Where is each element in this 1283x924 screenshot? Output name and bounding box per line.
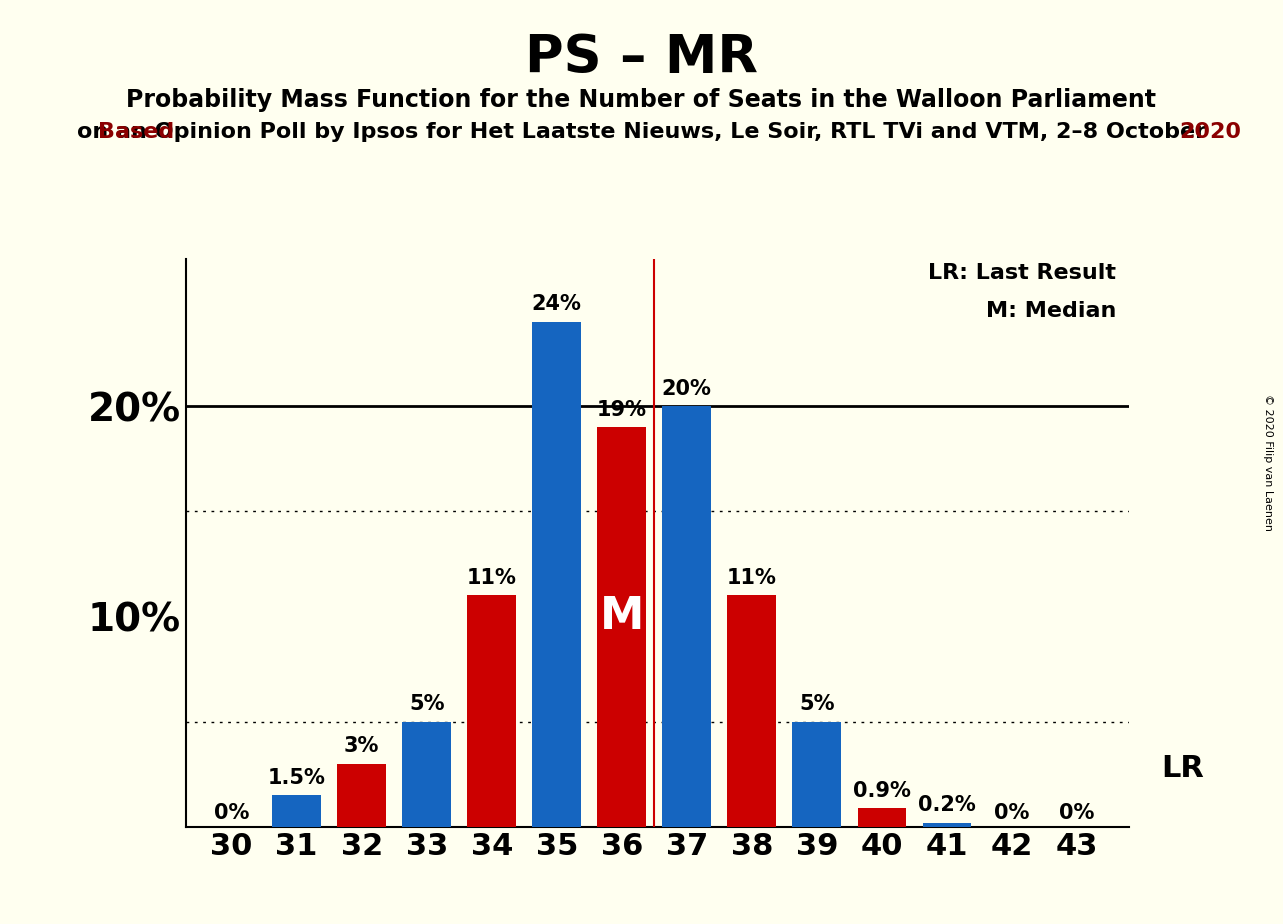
Text: 20%: 20% — [662, 379, 712, 398]
Text: 1.5%: 1.5% — [268, 768, 326, 788]
Text: 0%: 0% — [214, 803, 249, 822]
Bar — [467, 595, 516, 827]
Bar — [272, 796, 321, 827]
Text: 0%: 0% — [1060, 803, 1094, 822]
Text: PS – MR: PS – MR — [525, 32, 758, 84]
Bar — [337, 764, 386, 827]
Text: 5%: 5% — [799, 694, 835, 714]
Text: Based: Based — [98, 122, 181, 142]
Text: © 2020 Filip van Laenen: © 2020 Filip van Laenen — [1262, 394, 1273, 530]
Bar — [403, 722, 452, 827]
Text: on an Opinion Poll by Ipsos for Het Laatste Nieuws, Le Soir, RTL TVi and VTM, 2–: on an Opinion Poll by Ipsos for Het Laat… — [77, 122, 1206, 142]
Text: 3%: 3% — [344, 736, 380, 757]
Text: 5%: 5% — [409, 694, 444, 714]
Text: 24%: 24% — [531, 295, 581, 314]
Bar — [662, 406, 711, 827]
Text: 19%: 19% — [597, 400, 647, 419]
Text: M: M — [599, 595, 644, 638]
Bar — [922, 822, 971, 827]
Bar — [727, 595, 776, 827]
Bar — [598, 427, 647, 827]
Text: LR: LR — [1161, 754, 1205, 783]
Text: LR: Last Result: LR: Last Result — [928, 263, 1116, 283]
Bar — [532, 322, 581, 827]
Text: 11%: 11% — [467, 568, 517, 588]
Text: 2020: 2020 — [1179, 122, 1241, 142]
Text: 0%: 0% — [994, 803, 1030, 822]
Text: M: Median: M: Median — [985, 301, 1116, 321]
Bar — [793, 722, 842, 827]
Text: Probability Mass Function for the Number of Seats in the Walloon Parliament: Probability Mass Function for the Number… — [127, 88, 1156, 112]
Text: 11%: 11% — [727, 568, 776, 588]
Text: 0.2%: 0.2% — [919, 796, 976, 815]
Bar — [857, 808, 906, 827]
Text: 0.9%: 0.9% — [853, 781, 911, 801]
